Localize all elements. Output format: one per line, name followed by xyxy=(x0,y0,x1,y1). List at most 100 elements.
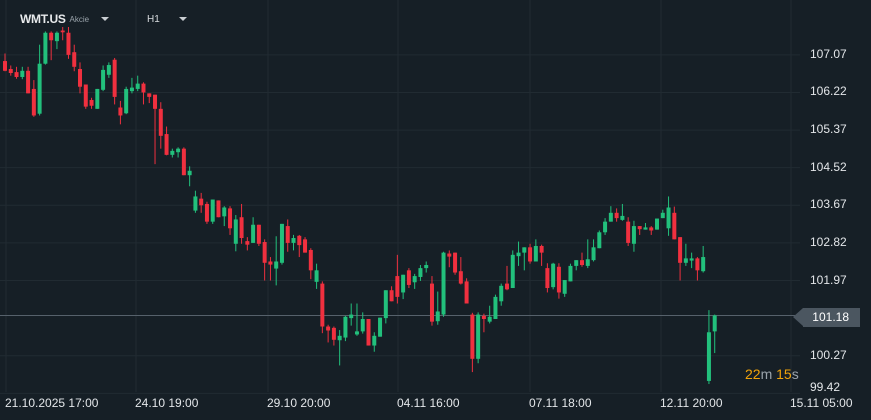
last-price-label: 101.18 xyxy=(803,308,860,327)
candle xyxy=(245,237,250,251)
candle-body xyxy=(343,316,348,338)
candle-body xyxy=(153,94,158,109)
timeframe-selector[interactable]: H1 xyxy=(147,10,187,28)
candle xyxy=(597,230,602,249)
countdown-minutes-unit: m xyxy=(760,366,773,382)
candle xyxy=(562,280,567,297)
candle xyxy=(429,276,434,326)
timeframe-label: H1 xyxy=(147,13,160,25)
candle xyxy=(603,218,608,235)
candle-body xyxy=(233,219,238,244)
candle-body xyxy=(395,276,400,297)
candle-body xyxy=(337,335,342,341)
price-tick-label: 107.07 xyxy=(810,46,847,61)
candle-body xyxy=(695,258,700,271)
candle xyxy=(533,239,538,262)
candle-body xyxy=(268,261,273,265)
candle-body xyxy=(245,241,250,245)
candle-body xyxy=(556,266,561,293)
candle-body xyxy=(354,331,359,335)
candle-body xyxy=(95,88,100,109)
candle xyxy=(689,252,694,269)
candle xyxy=(695,257,700,281)
candle xyxy=(539,244,544,266)
candle-body xyxy=(378,317,383,337)
candle xyxy=(233,215,238,252)
time-tick-label: 15.11 05:00 xyxy=(790,396,853,410)
candle-body xyxy=(181,148,186,176)
candle xyxy=(274,236,279,286)
candle-body xyxy=(187,170,192,176)
candle xyxy=(216,200,221,218)
candle xyxy=(153,94,158,165)
candle xyxy=(701,245,706,273)
candle-body xyxy=(401,274,406,293)
candle-body xyxy=(551,263,556,288)
candle-body xyxy=(453,252,458,273)
candle-body xyxy=(487,316,492,322)
candle xyxy=(556,263,561,299)
countdown-minutes: 22 xyxy=(745,366,761,382)
candle-body xyxy=(349,314,354,319)
candle-body xyxy=(54,32,59,42)
candle-body xyxy=(129,87,134,92)
timeframe-dropdown-chevron-icon[interactable] xyxy=(178,17,187,21)
candle-body xyxy=(429,283,434,322)
candle xyxy=(14,66,19,79)
candle xyxy=(251,217,256,243)
candle-body xyxy=(568,265,573,282)
candle xyxy=(141,82,146,105)
candle-body xyxy=(222,207,227,217)
candle xyxy=(297,234,302,258)
symbol-dropdown-chevron-icon[interactable] xyxy=(101,17,110,21)
candle-body xyxy=(118,107,123,116)
candle xyxy=(626,217,631,246)
candle xyxy=(354,303,359,336)
candle xyxy=(401,274,406,300)
candle-body xyxy=(291,238,296,243)
candle-body xyxy=(112,59,117,97)
candle-body xyxy=(614,212,619,219)
candle xyxy=(60,26,65,41)
candle-body xyxy=(204,203,209,222)
candle-body xyxy=(666,207,671,229)
price-tick-label: 100.27 xyxy=(810,347,847,362)
candle xyxy=(320,281,325,334)
symbol-selector[interactable]: WMT.US Akcie xyxy=(20,10,110,28)
price-tick-label: 102.82 xyxy=(810,234,847,249)
candle-body xyxy=(464,281,469,304)
candle xyxy=(712,314,717,354)
candle-body xyxy=(597,232,602,249)
candle xyxy=(279,223,284,265)
candle-body xyxy=(574,260,579,266)
candle xyxy=(187,166,192,187)
candle xyxy=(31,80,36,117)
candle xyxy=(26,66,31,94)
price-tick-label: 101.97 xyxy=(810,272,847,287)
candle xyxy=(464,278,469,304)
candle xyxy=(620,203,625,221)
candle-body xyxy=(193,196,198,211)
candle xyxy=(372,332,377,352)
candle-body xyxy=(441,252,446,315)
candle xyxy=(308,248,313,280)
candle xyxy=(510,250,515,289)
candle-body xyxy=(701,257,706,272)
candle xyxy=(406,268,411,289)
candle-body xyxy=(447,253,452,257)
candle xyxy=(3,53,7,72)
candle xyxy=(631,220,636,252)
candle-body xyxy=(106,65,111,75)
candle-body xyxy=(418,268,423,277)
candle xyxy=(124,86,129,115)
price-tick-label: 104.52 xyxy=(810,159,847,174)
candle-body xyxy=(476,314,481,359)
candle xyxy=(158,102,163,149)
candle xyxy=(89,97,94,109)
candle-body xyxy=(308,249,313,271)
candle xyxy=(256,224,261,246)
candle xyxy=(672,206,677,240)
candle-body xyxy=(528,247,533,262)
candle xyxy=(424,261,429,273)
